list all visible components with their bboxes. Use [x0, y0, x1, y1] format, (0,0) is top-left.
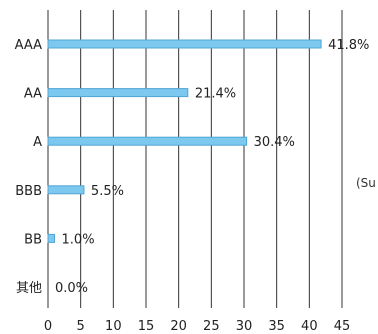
value-labels: 41.8% 21.4% 30.4% 5.5% 1.0% 0.0%: [55, 38, 369, 296]
category-label: BB: [24, 232, 42, 247]
x-tick-label: 10: [105, 319, 122, 334]
category-label: BBB: [15, 184, 42, 199]
x-tick-label: 45: [334, 319, 351, 334]
value-label: 5.5%: [91, 184, 124, 199]
x-tick-label: 20: [170, 319, 187, 334]
x-tick-label: 15: [138, 319, 155, 334]
x-tick-label: 40: [301, 319, 318, 334]
bars: [47, 39, 322, 243]
bar: [47, 88, 189, 98]
category-label: 其他: [16, 281, 42, 296]
category-label: A: [33, 135, 42, 150]
value-label: 30.4%: [254, 135, 295, 150]
value-label: 21.4%: [195, 87, 236, 102]
x-tick-label: 25: [203, 319, 220, 334]
value-label: 41.8%: [328, 38, 369, 53]
value-label: 1.0%: [62, 232, 95, 247]
x-tick-labels: 0 5 10 15 20 25 30 35 40 45: [44, 319, 350, 334]
bar: [47, 136, 248, 146]
x-tick-label: 30: [236, 319, 253, 334]
bar: [47, 39, 322, 49]
category-label: AA: [24, 87, 42, 102]
value-label: 0.0%: [55, 281, 88, 296]
category-label: AAA: [15, 38, 43, 53]
bar: [47, 185, 85, 195]
bar: [47, 233, 56, 243]
x-tick-label: 0: [44, 319, 52, 334]
side-note: (Su: [356, 176, 376, 190]
x-tick-label: 5: [77, 319, 85, 334]
x-tick-label: 35: [268, 319, 285, 334]
gridlines: [47, 10, 343, 308]
